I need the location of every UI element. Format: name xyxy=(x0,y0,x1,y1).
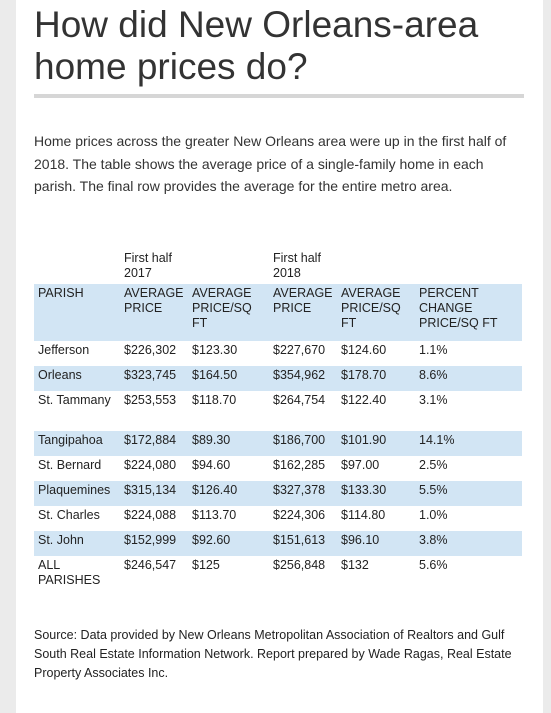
group-header-cell xyxy=(34,249,120,284)
value-cell: 3.1% xyxy=(419,393,448,407)
value-cell: $256,848 xyxy=(273,558,326,572)
parish-cell: Plaquemines xyxy=(34,481,120,506)
value-cell: $97.00 xyxy=(341,458,380,472)
table-row: St. Tammany $253,553 $118.70 $264,754 $122.4… xyxy=(34,391,522,431)
source-note: Source: Data provided by New Orleans Met… xyxy=(34,628,512,680)
parish-cell: St. John xyxy=(34,531,120,556)
group-header-cell xyxy=(188,249,269,284)
value-cell: $132 xyxy=(341,558,369,572)
value-cell: $172,884 xyxy=(120,431,188,456)
group-header-cell: First half 2018 xyxy=(273,251,321,280)
column-header-row: PARISH AVERAGE PRICE AVERAGE PRICE/SQ FT AV… xyxy=(34,284,522,341)
prices-table: First half 2017 First half 2018 PARISH AVER… xyxy=(34,249,522,596)
column-header: AVERAGE PRICE xyxy=(269,284,337,341)
value-cell: 5.5% xyxy=(415,481,522,506)
value-cell: $323,745 xyxy=(120,366,188,391)
column-header: AVERAGE PRICE xyxy=(120,284,188,341)
value-cell: $123.30 xyxy=(192,343,238,357)
value-cell: $92.60 xyxy=(188,531,269,556)
value-cell: $133.30 xyxy=(337,481,415,506)
value-cell: $114.80 xyxy=(341,508,386,522)
column-header: AVERAGE PRICE/SQ FT xyxy=(337,284,415,341)
value-cell: $224,088 xyxy=(124,508,177,522)
page-title: How did New Orleans-area home prices do? xyxy=(34,4,479,87)
value-cell: $253,553 xyxy=(124,393,177,407)
parish-cell: ALL PARISHES xyxy=(38,558,101,587)
value-cell: $315,134 xyxy=(120,481,188,506)
value-cell: $186,700 xyxy=(269,431,337,456)
value-cell: $101.90 xyxy=(337,431,415,456)
value-cell: 5.6% xyxy=(419,558,448,572)
value-cell: $125 xyxy=(192,558,220,572)
parish-cell: Tangipahoa xyxy=(34,431,120,456)
value-cell: $246,547 xyxy=(124,558,177,572)
value-cell: 2.5% xyxy=(419,458,448,472)
table-row: Tangipahoa $172,884 $89.30 $186,700 $101.90 1… xyxy=(34,431,522,456)
value-cell: $126.40 xyxy=(188,481,269,506)
graphic-card: How did New Orleans-area home prices do?… xyxy=(16,0,543,713)
group-header-row: First half 2017 First half 2018 xyxy=(34,249,522,284)
group-header-cell: First half 2017 xyxy=(124,251,172,280)
value-cell: $124.60 xyxy=(341,343,387,357)
parish-cell: St. Bernard xyxy=(38,458,102,472)
value-cell: $118.70 xyxy=(192,393,237,407)
group-header-cell xyxy=(337,249,415,284)
value-cell: $224,306 xyxy=(273,508,326,522)
value-cell: $96.10 xyxy=(337,531,415,556)
value-cell: $113.70 xyxy=(192,508,237,522)
value-cell: 8.6% xyxy=(415,366,522,391)
value-cell: $151,613 xyxy=(269,531,337,556)
value-cell: $354,962 xyxy=(269,366,337,391)
value-cell: $226,302 xyxy=(124,343,177,357)
value-cell: $122.40 xyxy=(341,393,387,407)
value-cell: 14.1% xyxy=(415,431,522,456)
value-cell: $89.30 xyxy=(188,431,269,456)
value-cell: 1.1% xyxy=(419,343,448,357)
value-cell: $162,285 xyxy=(273,458,326,472)
table-row: Plaquemines $315,134 $126.40 $327,378 $133.3… xyxy=(34,481,522,506)
value-cell: $224,080 xyxy=(124,458,177,472)
value-cell: 3.8% xyxy=(415,531,522,556)
column-header: PARISH xyxy=(34,284,120,341)
value-cell: $152,999 xyxy=(120,531,188,556)
table-row: ALL PARISHES $246,547 $125 $256,848 $132 5.6% xyxy=(34,556,522,596)
value-cell: 1.0% xyxy=(419,508,448,522)
column-header: AVERAGE PRICE/SQ FT xyxy=(188,284,269,341)
parish-cell: Orleans xyxy=(34,366,120,391)
value-cell: $264,754 xyxy=(273,393,326,407)
table-row: St. Charles $224,088 $113.70 $224,306 $114.8… xyxy=(34,506,522,531)
value-cell: $327,378 xyxy=(269,481,337,506)
value-cell: $178.70 xyxy=(337,366,415,391)
table-row: St. Bernard $224,080 $94.60 $162,285 $97.00 2… xyxy=(34,456,522,481)
value-cell: $164.50 xyxy=(188,366,269,391)
table-row: St. John $152,999 $92.60 $151,613 $96.10 3.8% xyxy=(34,531,522,556)
value-cell: $227,670 xyxy=(273,343,326,357)
value-cell: $94.60 xyxy=(192,458,231,472)
group-header-cell xyxy=(415,249,522,284)
intro-text: Home prices across the greater New Orlea… xyxy=(34,133,507,194)
table-row: Orleans $323,745 $164.50 $354,962 $178.70 8.6… xyxy=(34,366,522,391)
table-row: Jefferson $226,302 $123.30 $227,670 $124.60 1… xyxy=(34,341,522,366)
column-header: PERCENT CHANGE PRICE/SQ FT xyxy=(415,284,522,341)
title-divider xyxy=(34,94,524,98)
parish-cell: St. Tammany xyxy=(38,393,111,407)
parish-cell: St. Charles xyxy=(38,508,100,522)
parish-cell: Jefferson xyxy=(38,343,90,357)
